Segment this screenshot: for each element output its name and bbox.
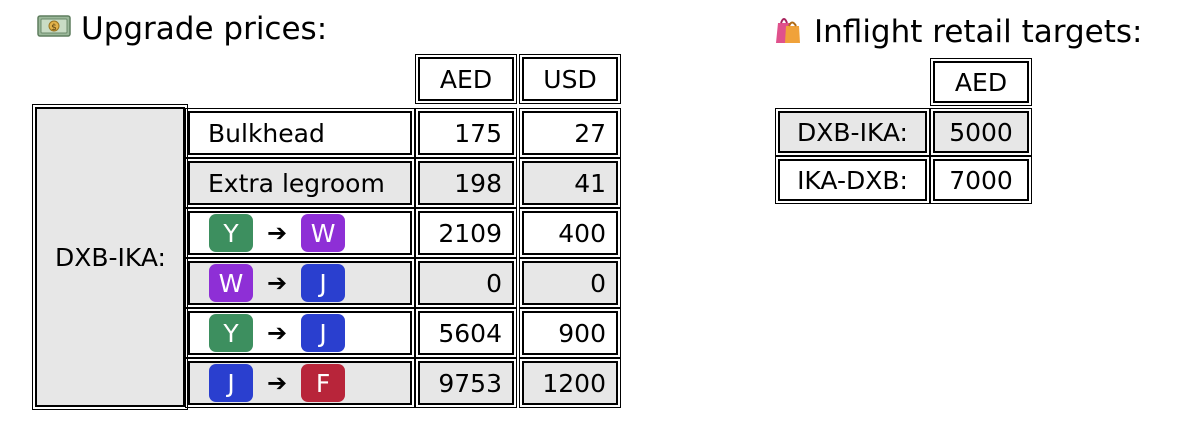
inflight-retail-heading: Inflight retail targets:: [772, 13, 1142, 51]
header-aed: AED: [415, 54, 517, 104]
class-badge-y: Y: [209, 214, 253, 252]
upgrade-row-w-to-j-aed: 0: [415, 258, 517, 308]
upgrade-prices-title: Upgrade prices:: [81, 10, 328, 47]
upgrade-row-y-to-w: Y ➔ W: [185, 208, 415, 258]
upgrade-row-y-to-j-usd: 900: [519, 308, 621, 358]
arrow-right-icon: ➔: [267, 369, 288, 397]
class-badge-j: J: [301, 264, 346, 302]
upgrade-row-w-to-j: W ➔ J: [185, 258, 415, 308]
class-badge-w: W: [301, 214, 346, 252]
class-badge-j: J: [301, 314, 346, 352]
class-badge-j: J: [209, 364, 253, 402]
upgrade-row-y-to-j-aed: 5604: [415, 308, 517, 358]
upgrade-row-j-to-f: J ➔ F: [185, 358, 415, 408]
retail-header-aed: AED: [930, 58, 1032, 106]
svg-text:$: $: [51, 23, 57, 33]
upgrade-row-y-to-w-usd: 400: [519, 208, 621, 258]
route-label: DXB-IKA:: [32, 104, 188, 410]
upgrade-row-w-to-j-usd: 0: [519, 258, 621, 308]
upgrade-row-bulkhead-usd: 27: [519, 108, 621, 158]
inflight-retail-title: Inflight retail targets:: [814, 13, 1143, 50]
retail-row-ika-dxb-aed: 7000: [930, 156, 1032, 204]
upgrade-row-j-to-f-aed: 9753: [415, 358, 517, 408]
arrow-right-icon: ➔: [267, 319, 288, 347]
retail-row-dxb-ika-aed: 5000: [930, 108, 1032, 156]
header-usd: USD: [519, 54, 621, 104]
arrow-right-icon: ➔: [267, 219, 288, 247]
upgrade-row-y-to-j: Y ➔ J: [185, 308, 415, 358]
upgrade-row-extra-legroom: Extra legroom: [185, 158, 415, 208]
arrow-right-icon: ➔: [267, 269, 288, 297]
retail-row-ika-dxb-route: IKA-DXB:: [775, 156, 930, 204]
upgrade-row-bulkhead-aed: 175: [415, 108, 517, 158]
class-badge-w: W: [209, 264, 253, 302]
class-badge-f: F: [301, 364, 346, 402]
money-banknote-icon: $: [37, 13, 71, 45]
class-badge-y: Y: [209, 314, 253, 352]
upgrade-row-bulkhead: Bulkhead: [185, 108, 415, 158]
shopping-bags-icon: [772, 13, 804, 51]
upgrade-prices-heading: $ Upgrade prices:: [37, 13, 327, 45]
upgrade-row-y-to-w-aed: 2109: [415, 208, 517, 258]
upgrade-row-j-to-f-usd: 1200: [519, 358, 621, 408]
upgrade-row-extra-legroom-aed: 198: [415, 158, 517, 208]
retail-row-dxb-ika-route: DXB-IKA:: [775, 108, 930, 156]
upgrade-row-extra-legroom-usd: 41: [519, 158, 621, 208]
